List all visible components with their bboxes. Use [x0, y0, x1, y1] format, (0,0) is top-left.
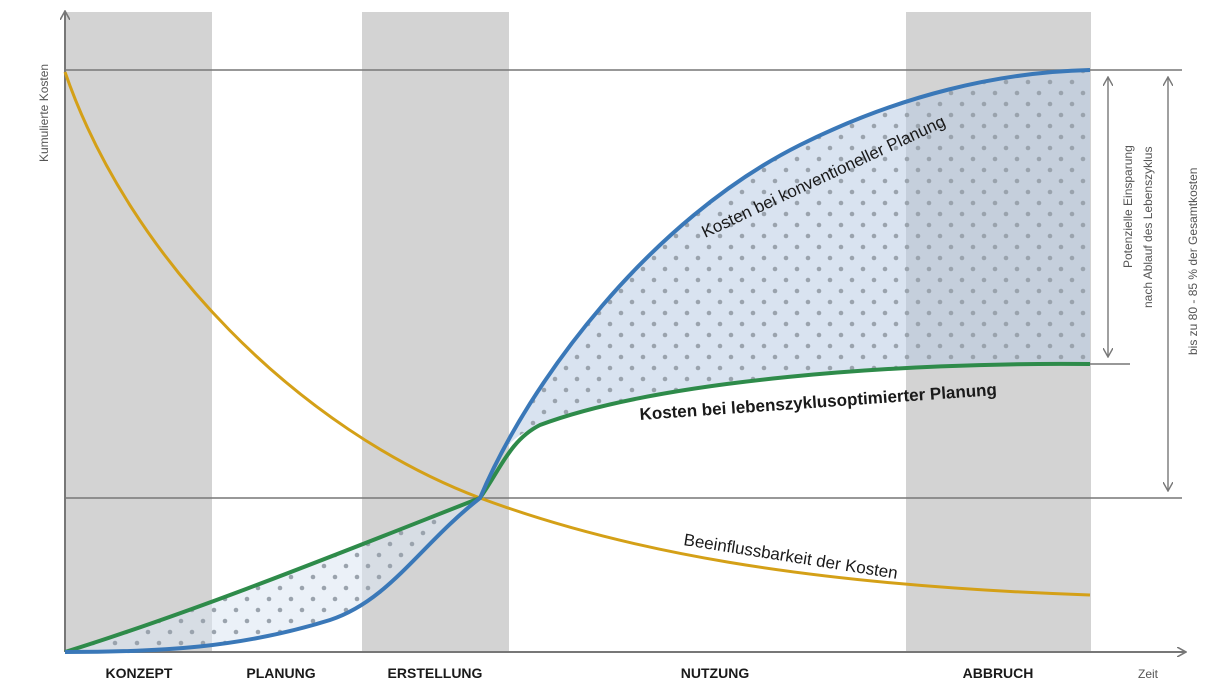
share-label: bis zu 80 - 85 % der Gesamtkosten — [1186, 168, 1200, 355]
curve-conventional — [64, 68, 1091, 654]
phase-label-erstellung: ERSTELLUNG — [388, 665, 483, 681]
y-axis-label: Kumulierte Kosten — [37, 64, 51, 162]
phase-label-abbruch: ABBRUCH — [963, 665, 1034, 681]
x-axis-label: Zeit — [1138, 667, 1159, 681]
phase-band-konzept — [65, 12, 212, 652]
phase-label-nutzung: NUTZUNG — [681, 665, 750, 681]
savings-label-line2: nach Ablauf des Lebenszyklus — [1141, 147, 1155, 308]
phase-label-planung: PLANUNG — [246, 665, 315, 681]
savings-label-line1: Potenzielle Einsparung — [1121, 145, 1135, 268]
label-influence: Beeinflussbarkeit der Kosten — [682, 530, 899, 583]
savings-area-late-dots — [480, 70, 1090, 498]
curve-optimized — [64, 361, 1091, 654]
phase-label-konzept: KONZEPT — [106, 665, 173, 681]
